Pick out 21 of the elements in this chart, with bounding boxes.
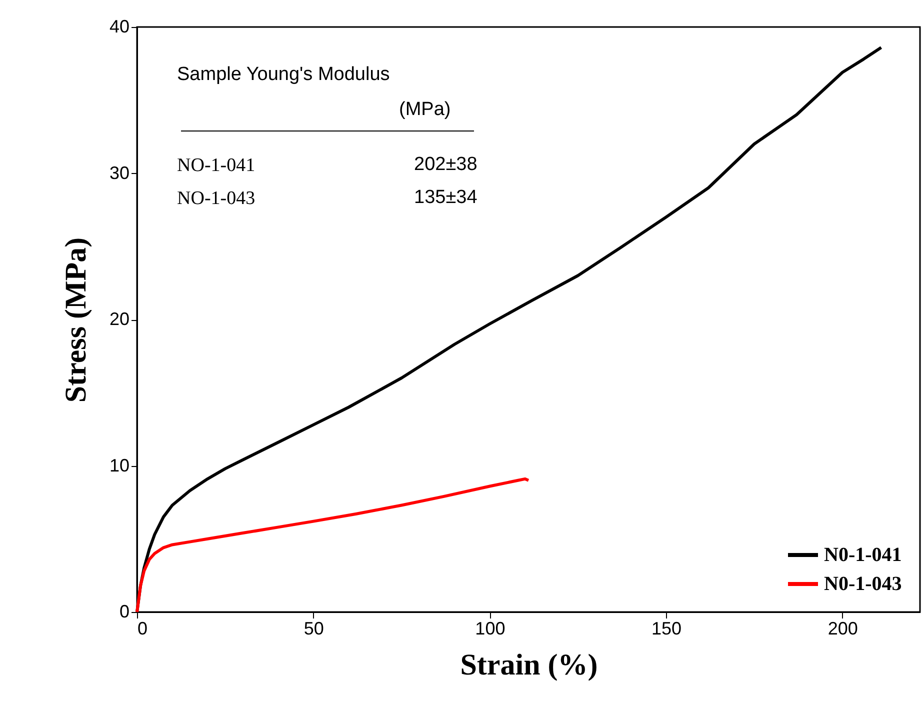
annotation: NO-1-043 xyxy=(177,188,256,209)
annotation: (MPa) xyxy=(399,99,451,120)
annotation: Sample Young's Modulus xyxy=(177,64,390,85)
annotation: 202±38 xyxy=(414,154,478,175)
y-tick-label: 10 xyxy=(109,455,130,476)
annotation: 135±34 xyxy=(414,187,478,208)
y-tick-label: 40 xyxy=(109,16,130,36)
legend-label: N0-1-043 xyxy=(824,573,902,595)
x-tick-label: 200 xyxy=(828,618,858,638)
x-tick-label: 0 xyxy=(138,618,148,638)
y-axis-title: Stress (MPa) xyxy=(59,237,92,403)
y-tick-label: 0 xyxy=(119,602,130,622)
x-axis-title: Strain (%) xyxy=(460,648,598,682)
x-tick-label: 50 xyxy=(304,618,324,638)
annotation: NO-1-041 xyxy=(177,155,256,176)
x-tick-label: 100 xyxy=(475,618,506,638)
x-tick-label: 150 xyxy=(652,618,682,638)
line-series xyxy=(136,477,530,614)
y-tick-label: 30 xyxy=(109,162,130,183)
legend-label: N0-1-041 xyxy=(824,544,902,566)
y-tick-label: 20 xyxy=(109,309,130,329)
